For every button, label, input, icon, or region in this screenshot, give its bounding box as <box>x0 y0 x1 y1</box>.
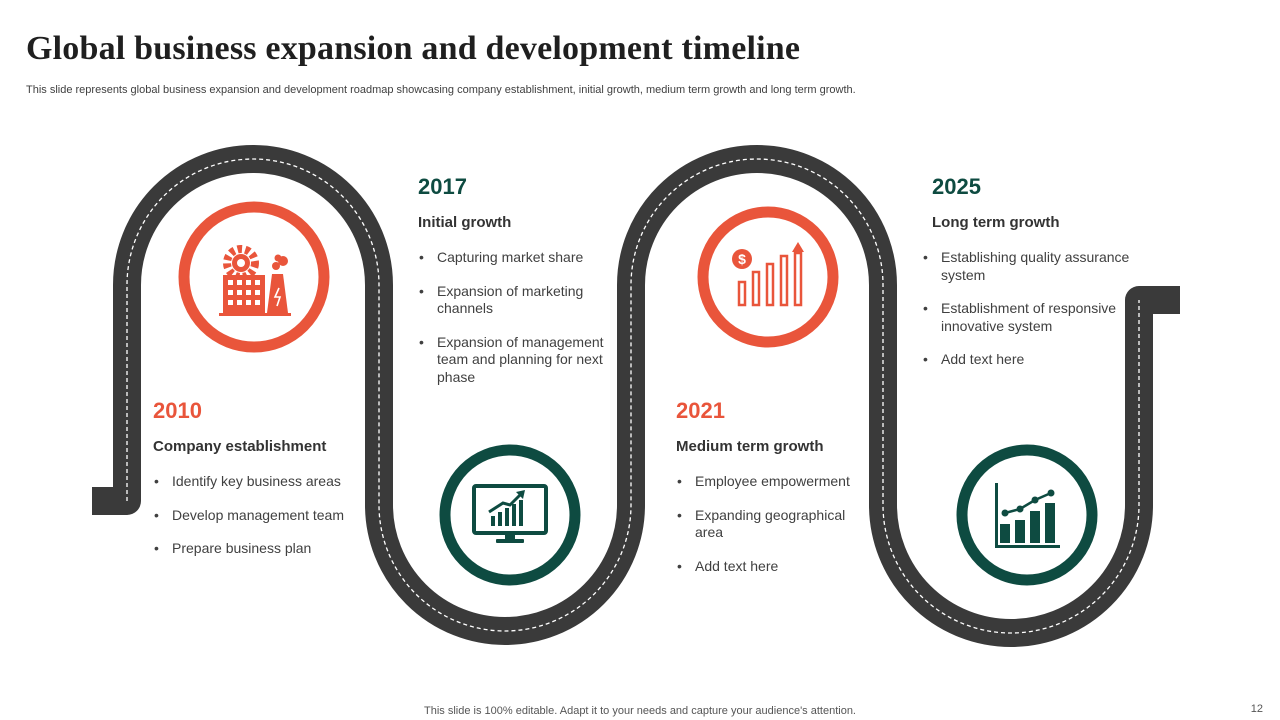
milestone-year: 2025 <box>932 174 981 199</box>
milestone-heading: Company establishment <box>153 438 327 455</box>
page-title: Global business expansion and developmen… <box>26 30 801 67</box>
milestone-2025: 2025 Long term growth Establishing quali… <box>923 174 1137 385</box>
bullet-item: Prepare business plan <box>153 540 373 558</box>
milestone-bullets: Capturing market share Expansion of mark… <box>418 249 608 386</box>
milestone-heading: Medium term growth <box>676 438 824 455</box>
bullet-item: Establishment of responsive innovative s… <box>922 300 1137 335</box>
milestone-2017: 2017 Initial growth Capturing market sha… <box>418 174 608 402</box>
milestone-bullets: Identify key business areas Develop mana… <box>153 473 373 558</box>
footer-note: This slide is 100% editable. Adapt it to… <box>424 705 856 717</box>
dollar-bar-chart-icon: $ <box>697 206 839 348</box>
road-center-dashes <box>126 158 1140 634</box>
milestone-bullets: Establishing quality assurance system Es… <box>922 249 1137 369</box>
milestone-year: 2010 <box>153 398 202 423</box>
bullet-item: Develop management team <box>153 507 373 525</box>
bullet-item: Employee empowerment <box>676 473 861 491</box>
bar-line-chart-icon <box>956 444 1098 586</box>
bullet-item: Establishing quality assurance system <box>922 249 1137 284</box>
bullet-item: Expanding geographical area <box>676 507 861 542</box>
milestone-year: 2017 <box>418 174 467 199</box>
page-subtitle: This slide represents global business ex… <box>26 84 856 96</box>
bullet-item: Expansion of marketing channels <box>418 283 608 318</box>
milestone-2021: 2021 Medium term growth Employee empower… <box>676 398 861 591</box>
page-number: 12 <box>1250 703 1263 715</box>
svg-text:$: $ <box>738 251 746 267</box>
bullet-item: Capturing market share <box>418 249 608 267</box>
monitor-growth-chart-icon <box>439 444 581 586</box>
bullet-item: Add text here <box>922 351 1137 369</box>
bullet-item: Expansion of management team and plannin… <box>418 334 608 387</box>
milestone-heading: Long term growth <box>932 214 1060 231</box>
bullet-item: Add text here <box>676 558 861 576</box>
bullet-item: Identify key business areas <box>153 473 373 491</box>
factory-gear-icon <box>178 201 330 353</box>
milestone-year: 2021 <box>676 398 725 423</box>
milestone-2010: 2010 Company establishment Identify key … <box>153 398 373 574</box>
milestone-bullets: Employee empowerment Expanding geographi… <box>676 473 861 575</box>
milestone-heading: Initial growth <box>418 214 512 231</box>
